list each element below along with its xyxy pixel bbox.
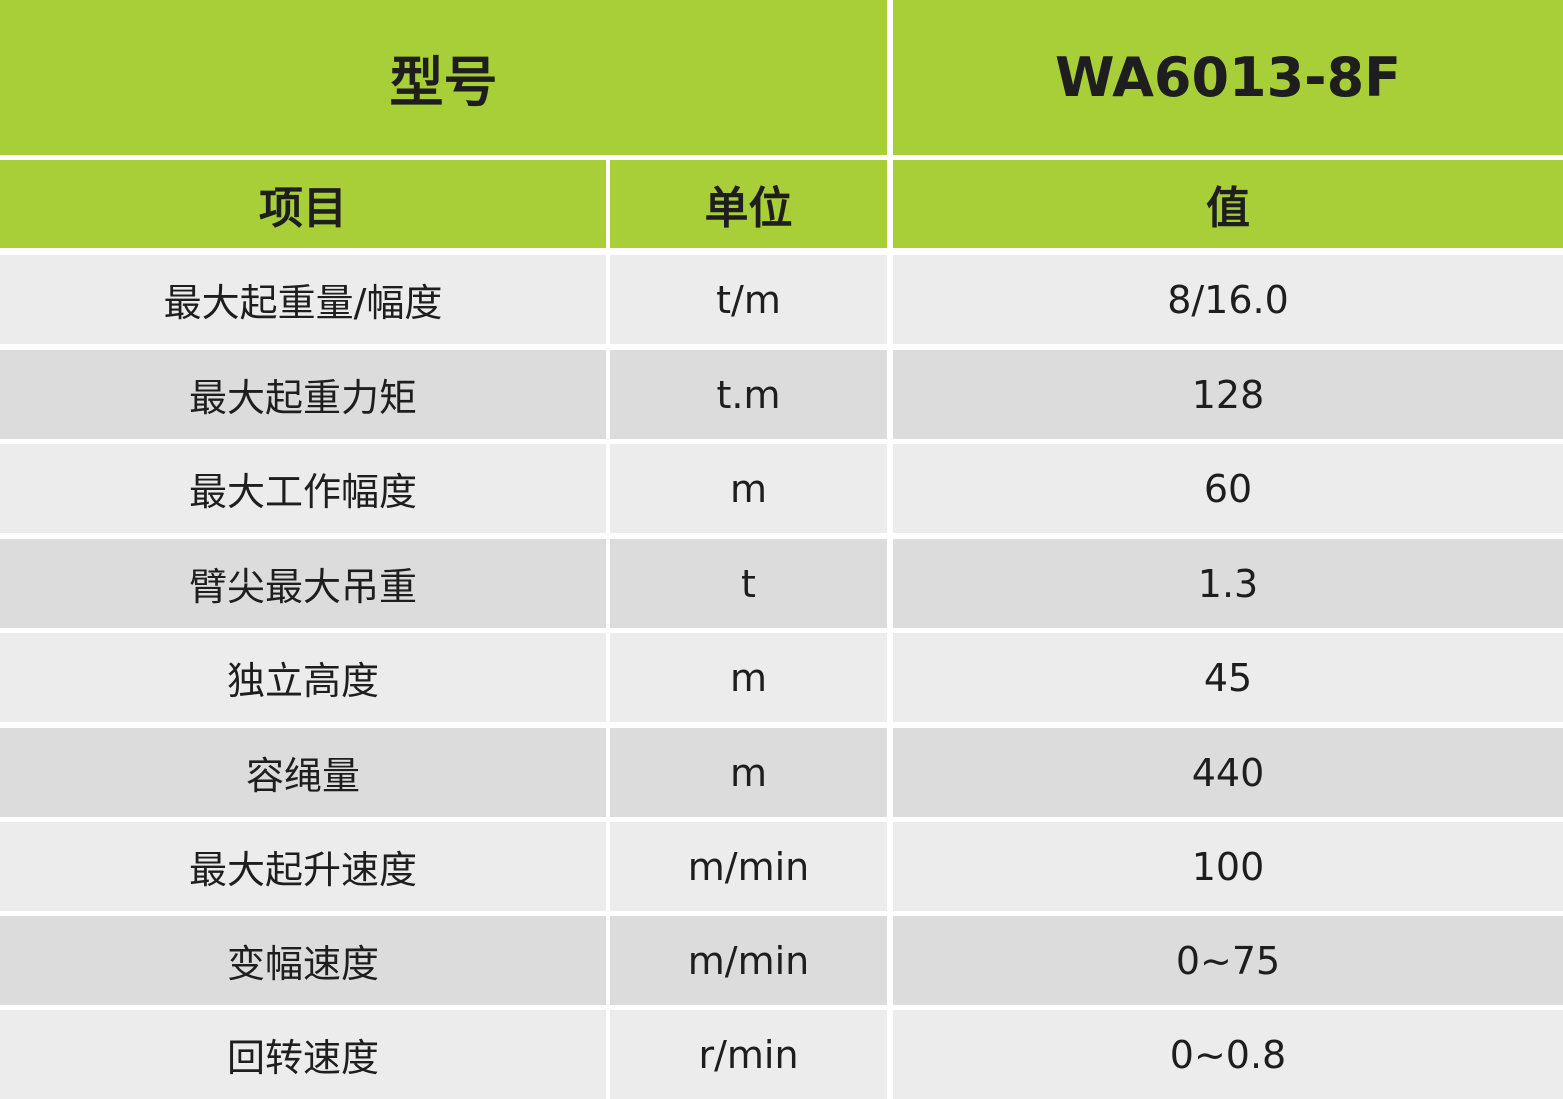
unit: t.m xyxy=(610,350,887,439)
unit: t/m xyxy=(610,255,887,344)
item-name: 回转速度 xyxy=(0,1010,606,1099)
item-name: 臂尖最大吊重 xyxy=(0,539,606,628)
item-name: 容绳量 xyxy=(0,728,606,817)
value: 45 xyxy=(893,633,1563,722)
unit: m/min xyxy=(610,822,887,911)
column-header: 项目 xyxy=(0,160,606,248)
item-name: 最大工作幅度 xyxy=(0,444,606,533)
column-header: 单位 xyxy=(610,160,887,248)
item-name: 变幅速度 xyxy=(0,916,606,1005)
unit: t xyxy=(610,539,887,628)
value: 8/16.0 xyxy=(893,255,1563,344)
column-header: 值 xyxy=(893,160,1563,248)
item-name: 最大起重量/幅度 xyxy=(0,255,606,344)
value: 0~0.8 xyxy=(893,1010,1563,1099)
unit: m xyxy=(610,633,887,722)
title-label: 型号 xyxy=(0,0,887,155)
model-name: WA6013-8F xyxy=(893,0,1563,155)
unit: r/min xyxy=(610,1010,887,1099)
item-name: 最大起升速度 xyxy=(0,822,606,911)
value: 100 xyxy=(893,822,1563,911)
value: 1.3 xyxy=(893,539,1563,628)
value: 0~75 xyxy=(893,916,1563,1005)
item-name: 最大起重力矩 xyxy=(0,350,606,439)
value: 128 xyxy=(893,350,1563,439)
value: 60 xyxy=(893,444,1563,533)
unit: m xyxy=(610,444,887,533)
unit: m/min xyxy=(610,916,887,1005)
item-name: 独立高度 xyxy=(0,633,606,722)
unit: m xyxy=(610,728,887,817)
value: 440 xyxy=(893,728,1563,817)
